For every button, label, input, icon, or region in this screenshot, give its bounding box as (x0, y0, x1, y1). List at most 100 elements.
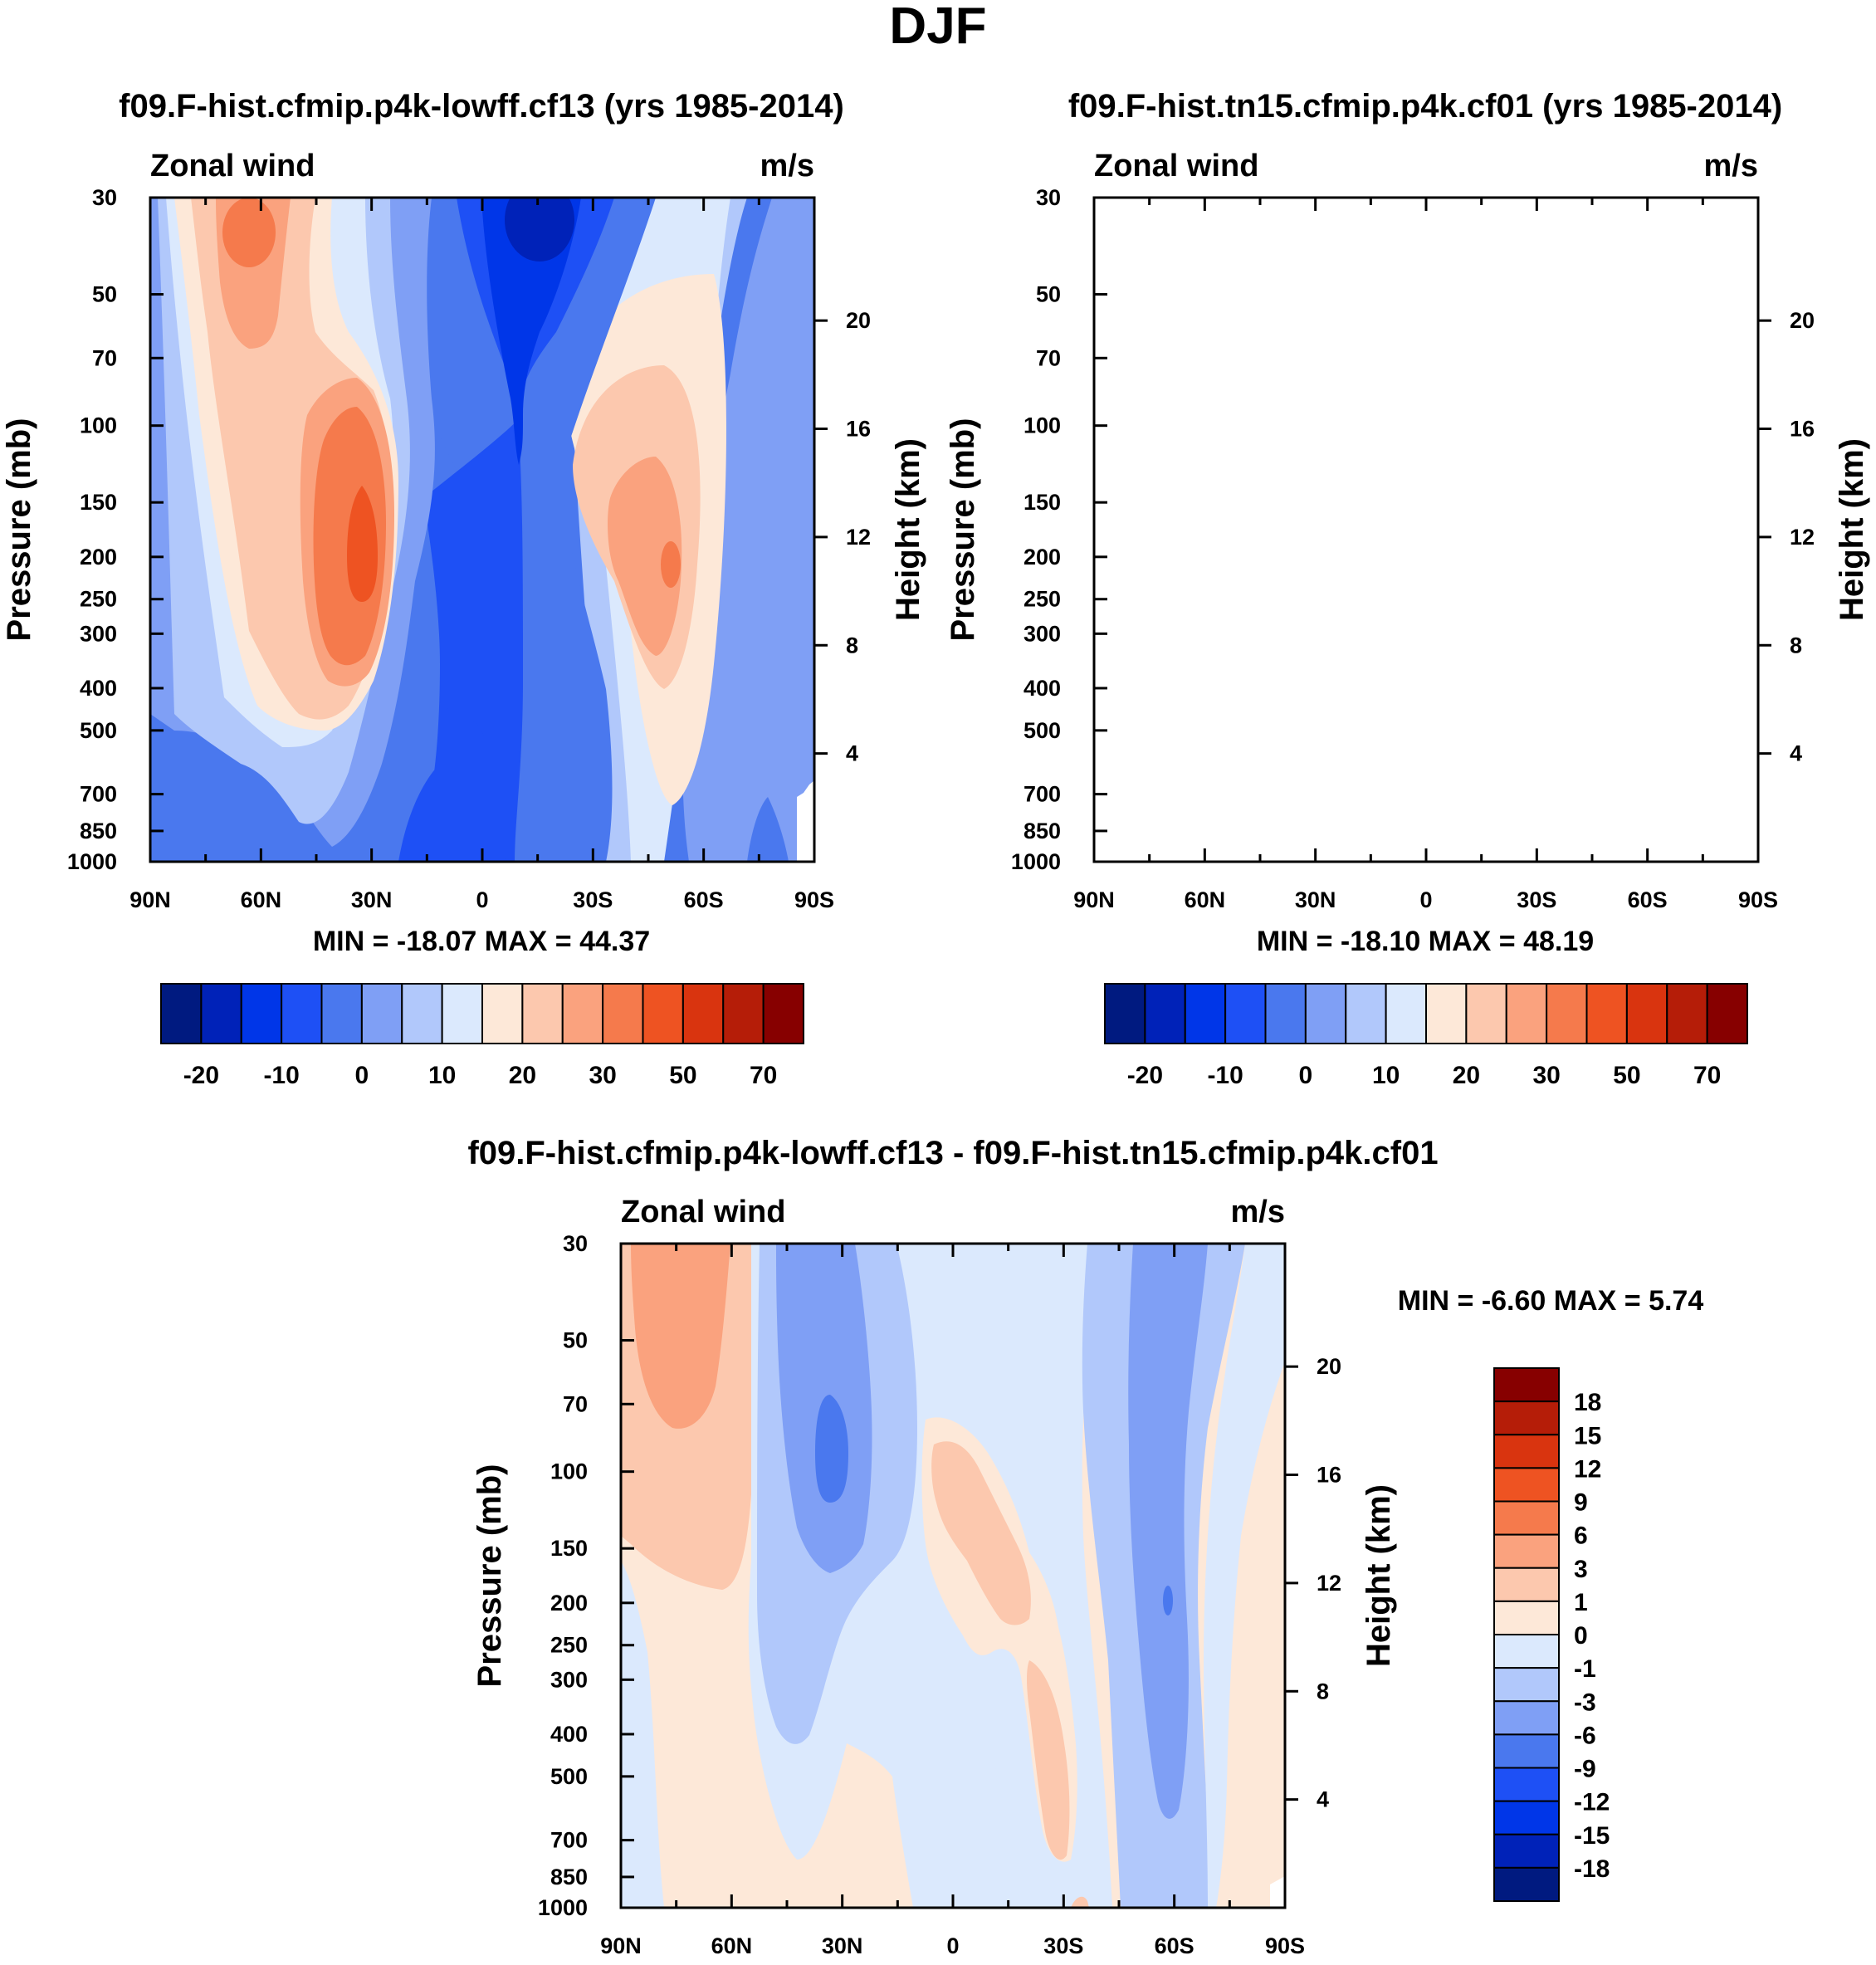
colorbar-label: 70 (1693, 1062, 1721, 1089)
colorbar: -20 -10 0 10 20 30 50 70 (1104, 983, 1748, 1089)
y2-tick-label: 4 (846, 741, 858, 766)
y2-tick-label: 12 (1790, 525, 1815, 550)
colorbar-label: 10 (428, 1062, 456, 1089)
colorbar-swatch (561, 983, 604, 1044)
field-name: Zonal wind (621, 1195, 785, 1229)
y-tick-label: 150 (1023, 490, 1061, 515)
colorbar-swatch (602, 983, 644, 1044)
colorbar-label: 15 (1574, 1422, 1601, 1449)
colorbar-label: 9 (1574, 1489, 1588, 1517)
units-label: m/s (1704, 149, 1758, 183)
colorbar-swatch (281, 983, 323, 1044)
y-tick-label: 150 (80, 490, 117, 515)
y-tick-label: 1000 (538, 1895, 588, 1920)
colorbar: -20 -10 0 10 20 30 50 70 (160, 983, 804, 1089)
y-tick-label: 50 (563, 1328, 588, 1353)
colorbar-swatch (1493, 1700, 1560, 1736)
y-tick-label: 500 (80, 718, 117, 743)
y-tick-label: 100 (550, 1459, 588, 1484)
colorbar-swatch (160, 983, 203, 1044)
min-max-stats: MIN = -6.60 MAX = 5.74 (1398, 1285, 1704, 1317)
contour-field (1094, 181, 1758, 862)
colorbar-label: 1 (1574, 1589, 1588, 1616)
main-title: DJF (889, 0, 986, 55)
contour-field (150, 198, 814, 862)
x-tick-label: 60N (1185, 887, 1226, 912)
y-tick-label: 850 (80, 819, 117, 843)
colorbar-swatch (1104, 983, 1146, 1044)
colorbar-swatch (1493, 1800, 1560, 1835)
colorbar-label: 70 (750, 1062, 777, 1089)
field-name: Zonal wind (1094, 149, 1258, 183)
x-tick-label: 30S (1517, 887, 1556, 912)
colorbar-swatch (1585, 983, 1628, 1044)
panel-difference: f09.F-hist.cfmip.p4k-lowff.cf13 - f09.F-… (467, 1135, 1703, 1958)
y-tick-label: 400 (550, 1722, 588, 1747)
y-tick-label: 1000 (67, 849, 117, 874)
colorbar-swatch (1345, 983, 1387, 1044)
y-tick-label: 1000 (1011, 849, 1061, 874)
axis-ticks: 90N 60N 30N 0 30S 60S 90S 30 50 70 100 150 200 250 300… (67, 185, 871, 912)
colorbar-swatch (1493, 1467, 1560, 1503)
colorbar-swatch (1493, 1667, 1560, 1703)
panel-control: f09.F-hist.cfmip.p4k-lowff.cf13 (yrs 198… (1, 88, 926, 1089)
colorbar-label: 10 (1372, 1062, 1400, 1089)
colorbar-swatch (1493, 1500, 1560, 1536)
colorbar-label: -10 (263, 1062, 299, 1089)
colorbar-swatch (1505, 983, 1548, 1044)
y2-axis-label: Height (km) (1361, 1484, 1397, 1667)
colorbar-label: -6 (1574, 1722, 1596, 1749)
colorbar-swatch (1666, 983, 1708, 1044)
colorbar-label: 12 (1574, 1455, 1601, 1483)
colorbar-label: 20 (509, 1062, 536, 1089)
y-tick-label: 30 (92, 185, 117, 210)
colorbar-swatch (1493, 1434, 1560, 1469)
x-tick-label: 30S (1043, 1933, 1083, 1958)
field-name: Zonal wind (150, 149, 315, 183)
y2-tick-label: 12 (1317, 1571, 1341, 1596)
colorbar-swatch (1224, 983, 1267, 1044)
x-tick-label: 60N (241, 887, 282, 912)
colorbar-label: 18 (1574, 1389, 1601, 1416)
y-axis-label: Pressure (mb) (945, 418, 981, 642)
colorbar-swatch (1493, 1833, 1560, 1869)
y-tick-label: 850 (550, 1865, 588, 1889)
colorbar-label: -3 (1574, 1689, 1596, 1716)
colorbar-label: -18 (1574, 1855, 1610, 1883)
y2-tick-label: 8 (1790, 633, 1802, 657)
x-tick-label: 30N (1295, 887, 1336, 912)
y-tick-label: 250 (550, 1633, 588, 1658)
x-tick-label: 90N (129, 887, 171, 912)
x-tick-label: 60S (1628, 887, 1668, 912)
colorbar-label: 0 (1574, 1622, 1588, 1650)
x-tick-label: 90N (1073, 887, 1115, 912)
x-tick-label: 30N (822, 1933, 863, 1958)
y-tick-label: 300 (550, 1667, 588, 1692)
x-tick-label: 0 (476, 887, 488, 912)
y-axis-label: Pressure (mb) (471, 1464, 508, 1688)
y2-tick-label: 12 (846, 525, 871, 550)
panel-title: f09.F-hist.cfmip.p4k-lowff.cf13 - f09.F-… (467, 1135, 1438, 1171)
contour-field (621, 1244, 1285, 1908)
y-tick-label: 50 (1036, 282, 1061, 307)
x-tick-label: 90S (1738, 887, 1778, 912)
colorbar-swatch (360, 983, 403, 1044)
colorbar-label: -1 (1574, 1655, 1596, 1683)
colorbar-label: 6 (1574, 1523, 1588, 1550)
colorbar-label: 30 (1532, 1062, 1560, 1089)
y-tick-label: 100 (80, 413, 117, 438)
y-tick-label: 70 (92, 345, 117, 370)
panel-title: f09.F-hist.tn15.cfmip.p4k.cf01 (yrs 1985… (1068, 88, 1782, 125)
colorbar-swatch (1546, 983, 1588, 1044)
plot-frame (1092, 196, 1760, 863)
colorbar-swatch (481, 983, 524, 1044)
y2-tick-label: 16 (1317, 1463, 1341, 1488)
colorbar-label: -20 (1127, 1062, 1163, 1089)
y-tick-label: 400 (80, 676, 117, 701)
y-tick-label: 50 (92, 282, 117, 307)
x-tick-label: 0 (1419, 887, 1432, 912)
min-max-stats: MIN = -18.10 MAX = 48.19 (1257, 926, 1594, 957)
colorbar-swatch (1493, 1400, 1560, 1436)
colorbar-swatch (1465, 983, 1507, 1044)
